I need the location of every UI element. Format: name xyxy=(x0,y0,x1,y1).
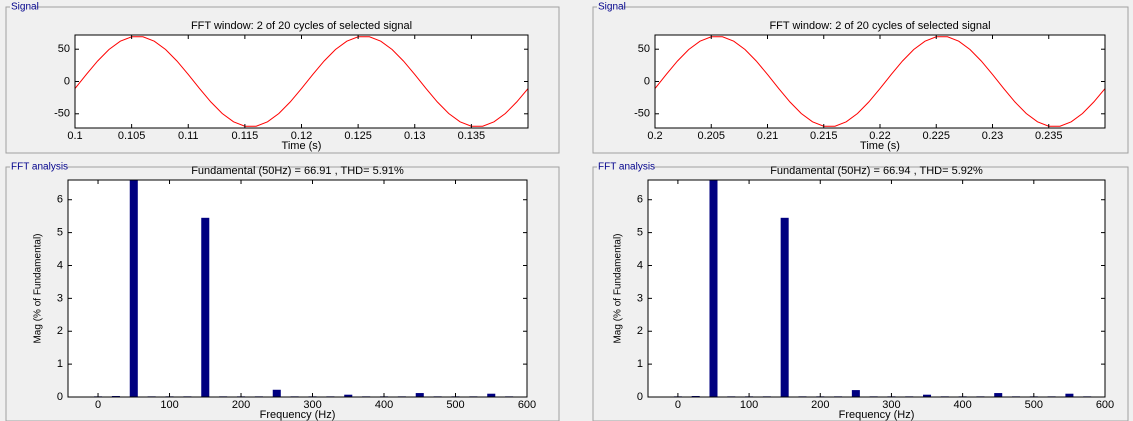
bar xyxy=(487,393,496,397)
y-tick-label: 1 xyxy=(57,358,63,370)
chart-title: FFT window: 2 of 20 cycles of selected s… xyxy=(191,20,412,32)
bar xyxy=(415,393,424,397)
bar xyxy=(344,394,353,397)
x-tick-label: 0.135 xyxy=(458,130,486,142)
y-tick-label: 5 xyxy=(637,227,643,239)
x-tick-label: 0.12 xyxy=(291,130,312,142)
x-tick-label: 0.23 xyxy=(982,130,1003,142)
y-tick-label: -50 xyxy=(634,108,650,120)
y-tick-label: 50 xyxy=(638,43,650,55)
x-tick-label: 400 xyxy=(953,399,971,411)
y-tick-label: -50 xyxy=(54,108,70,120)
x-tick-label: 0.235 xyxy=(1035,130,1063,142)
y-tick-label: 1 xyxy=(637,358,643,370)
chart-title: Fundamental (50Hz) = 66.94 , THD= 5.92% xyxy=(770,165,983,177)
axes-frame xyxy=(654,34,1106,129)
chart-title: Fundamental (50Hz) = 66.91 , THD= 5.91% xyxy=(191,165,404,177)
plot-area xyxy=(75,35,528,128)
x-tick-label: 0.225 xyxy=(922,130,950,142)
bar xyxy=(709,180,718,397)
x-tick-label: 600 xyxy=(518,399,536,411)
plot-area xyxy=(648,180,1105,397)
panel-frame xyxy=(592,166,1129,421)
x-tick-label: 0.205 xyxy=(697,130,725,142)
x-tick-label: 0.21 xyxy=(757,130,778,142)
bar xyxy=(780,217,789,397)
panel-frame xyxy=(592,6,1129,154)
panel-label: FFT analysis xyxy=(11,162,68,173)
x-tick-label: 0.11 xyxy=(178,130,199,142)
marks xyxy=(75,36,528,127)
x-tick-label: 600 xyxy=(1096,399,1114,411)
y-tick-label: 3 xyxy=(637,292,643,304)
marks xyxy=(655,36,1105,127)
panel-label: FFT analysis xyxy=(598,162,655,173)
bar xyxy=(923,394,932,397)
y-tick-label: 0 xyxy=(64,75,70,87)
y-tick-label: 2 xyxy=(57,325,63,337)
x-tick-label: 0.105 xyxy=(118,130,146,142)
label-bg xyxy=(597,162,653,172)
x-tick-label: 500 xyxy=(1025,399,1043,411)
y-tick-label: 50 xyxy=(58,43,70,55)
x-tick-label: 500 xyxy=(446,399,464,411)
y-tick-label: 2 xyxy=(637,325,643,337)
panel-frame xyxy=(5,166,560,421)
x-tick-label: 0.125 xyxy=(344,130,372,142)
y-tick-label: 0 xyxy=(57,391,63,403)
y-tick-label: 0 xyxy=(637,391,643,403)
x-tick-label: 0 xyxy=(95,399,101,411)
signal-line xyxy=(655,36,1105,127)
axes-frame xyxy=(647,179,1106,398)
bar xyxy=(1065,393,1074,397)
y-tick-label: 6 xyxy=(637,194,643,206)
x-axis-label: Time (s) xyxy=(282,140,322,152)
axes-frame xyxy=(67,179,528,398)
x-axis-label: Frequency (Hz) xyxy=(260,409,336,421)
x-tick-label: 200 xyxy=(811,399,829,411)
x-axis-label: Time (s) xyxy=(860,140,900,152)
y-tick-label: 0 xyxy=(644,75,650,87)
y-axis-label: Mag (% of Fundamental) xyxy=(33,233,44,343)
plot-area xyxy=(655,35,1105,128)
label-bg xyxy=(10,162,66,172)
bar xyxy=(272,389,281,397)
panel-label: Signal xyxy=(11,2,39,13)
axes-frame xyxy=(74,34,529,129)
y-tick-label: 3 xyxy=(57,292,63,304)
bar xyxy=(851,390,860,397)
y-tick-label: 5 xyxy=(57,227,63,239)
x-tick-label: 0.13 xyxy=(404,130,425,142)
x-tick-label: 100 xyxy=(160,399,178,411)
bar xyxy=(129,180,138,397)
y-tick-label: 6 xyxy=(57,194,63,206)
y-axis-label: Mag (% of Fundamental) xyxy=(613,233,624,343)
x-tick-label: 100 xyxy=(740,399,758,411)
y-tick-label: 4 xyxy=(57,259,63,271)
panel-label: Signal xyxy=(598,2,626,13)
x-tick-label: 0.2 xyxy=(647,130,662,142)
x-tick-label: 0.115 xyxy=(232,130,259,142)
x-tick-label: 0.215 xyxy=(810,130,838,142)
panel-frame xyxy=(5,6,560,154)
bar xyxy=(994,393,1003,397)
y-tick-label: 4 xyxy=(637,259,643,271)
x-tick-label: 400 xyxy=(375,399,393,411)
x-tick-label: 0 xyxy=(675,399,681,411)
x-tick-label: 0.1 xyxy=(67,130,82,142)
x-axis-label: Frequency (Hz) xyxy=(839,409,915,421)
x-tick-label: 300 xyxy=(303,399,321,411)
chart-title: FFT window: 2 of 20 cycles of selected s… xyxy=(769,20,990,32)
bar xyxy=(201,217,210,397)
x-tick-label: 300 xyxy=(882,399,900,411)
x-tick-label: 0.22 xyxy=(869,130,890,142)
signal-line xyxy=(75,36,528,127)
label-bg xyxy=(597,2,623,12)
plot-area xyxy=(68,180,527,397)
label-bg xyxy=(10,2,36,12)
x-tick-label: 200 xyxy=(232,399,250,411)
